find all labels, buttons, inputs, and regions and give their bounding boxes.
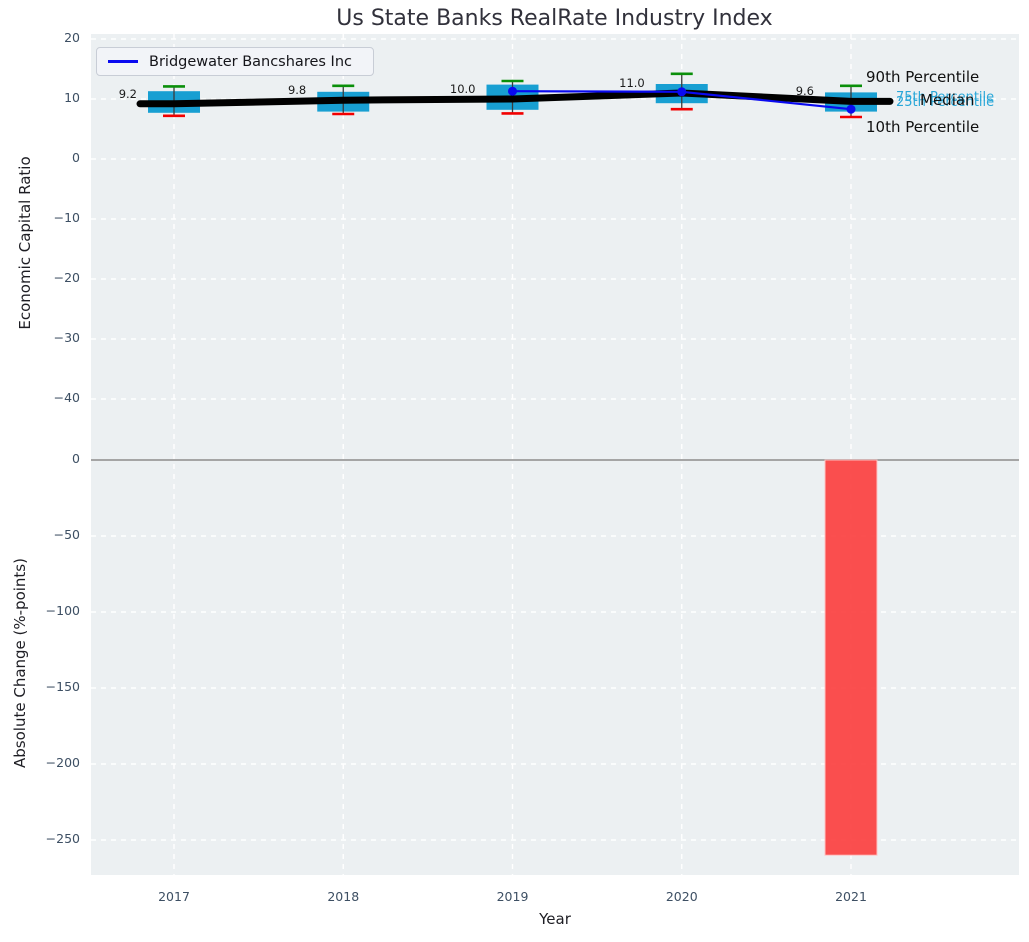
ytick-top: −40 xyxy=(20,390,80,405)
ytick-bottom: −150 xyxy=(20,679,80,694)
xtick-year: 2021 xyxy=(811,889,891,904)
median-annotation: 9.2 xyxy=(77,87,137,101)
x-axis-label: Year xyxy=(260,910,850,928)
xtick-year: 2019 xyxy=(473,889,553,904)
ytick-bottom: −50 xyxy=(20,527,80,542)
label-10th-percentile: 10th Percentile xyxy=(866,118,979,136)
xtick-year: 2017 xyxy=(134,889,214,904)
legend: Bridgewater Bancshares Inc xyxy=(96,47,374,76)
labels-overlay: 20100−10−20−30−400−50−100−150−200−250201… xyxy=(0,0,1029,942)
y-axis-label-bottom: Absolute Change (%-points) xyxy=(11,558,29,768)
ytick-top: 20 xyxy=(20,30,80,45)
xtick-year: 2020 xyxy=(642,889,722,904)
median-annotation: 10.0 xyxy=(416,82,476,96)
ytick-bottom: −200 xyxy=(20,755,80,770)
y-axis-label-top: Economic Capital Ratio xyxy=(16,156,34,329)
figure: 20100−10−20−30−400−50−100−150−200−250201… xyxy=(0,0,1029,942)
chart-title: Us State Banks RealRate Industry Index xyxy=(80,6,1029,31)
median-annotation: 9.8 xyxy=(246,83,306,97)
ytick-bottom: −100 xyxy=(20,603,80,618)
median-annotation: 11.0 xyxy=(585,76,645,90)
label-90th-percentile: 90th Percentile xyxy=(866,68,979,86)
ytick-top: −30 xyxy=(20,330,80,345)
label-median: Median xyxy=(920,91,975,109)
ytick-bottom: −250 xyxy=(20,831,80,846)
ytick-bottom: 0 xyxy=(20,451,80,466)
xtick-year: 2018 xyxy=(303,889,383,904)
median-annotation: 9.6 xyxy=(754,84,814,98)
legend-line-sample xyxy=(108,60,138,63)
ytick-top: 10 xyxy=(20,90,80,105)
legend-label: Bridgewater Bancshares Inc xyxy=(149,54,352,70)
